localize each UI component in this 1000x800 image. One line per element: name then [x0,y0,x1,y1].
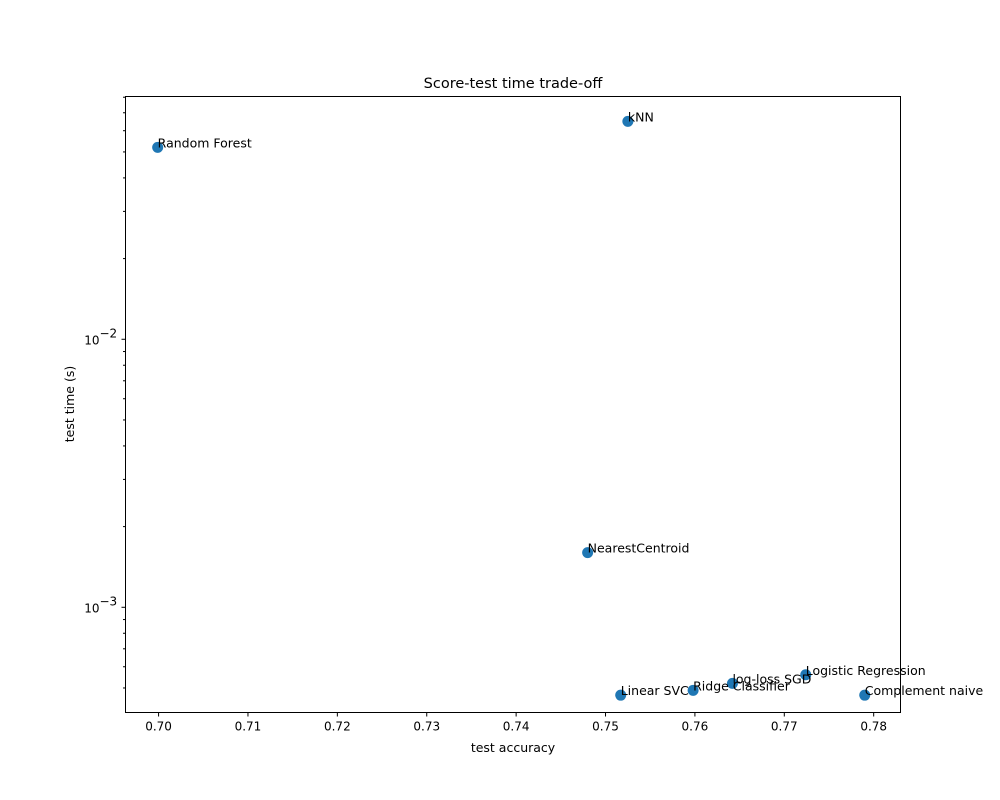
point-label: log-loss SGD [732,671,811,686]
data-point [615,689,627,701]
data-point [726,677,738,689]
data-points [152,115,871,701]
data-point [622,115,634,127]
point-label: Linear SVC [621,683,689,698]
x-axis-label: test accuracy [471,740,556,755]
point-label: Complement naive [865,683,984,698]
x-tick-label: 0.76 [682,720,709,734]
y-tick-exponent: −3 [100,594,118,608]
y-tick-label: 10 [84,601,99,615]
x-tick-label: 0.78 [860,720,887,734]
data-point [687,684,699,696]
data-point [800,669,812,681]
data-point [859,689,871,701]
data-point [152,141,164,153]
point-label: Logistic Regression [806,663,926,678]
point-label: kNN [628,109,654,124]
y-axis: 10−310−2 [84,96,126,689]
x-tick-label: 0.75 [592,720,619,734]
x-tick-label: 0.73 [413,720,440,734]
x-tick-label: 0.70 [145,720,172,734]
plot-frame [125,96,901,713]
y-tick-exponent: −2 [100,326,118,340]
x-tick-label: 0.77 [771,720,798,734]
point-label: Ridge Classifier [693,678,791,693]
point-label: NearestCentroid [588,541,690,556]
data-point [582,547,594,559]
y-tick-label: 10 [84,333,99,347]
y-axis-label: test time (s) [62,366,77,442]
chart-title: Score-test time trade-off [424,76,604,92]
point-labels: Random Forest kNN NearestCentroid Logistic … [158,109,984,698]
x-tick-label: 0.71 [235,720,262,734]
point-label: Random Forest [158,135,252,150]
x-tick-label: 0.74 [503,720,530,734]
x-axis: 0.70 0.71 0.72 0.73 0.74 0.75 0.76 0.77 0.78 [145,712,887,734]
x-tick-label: 0.72 [324,720,351,734]
